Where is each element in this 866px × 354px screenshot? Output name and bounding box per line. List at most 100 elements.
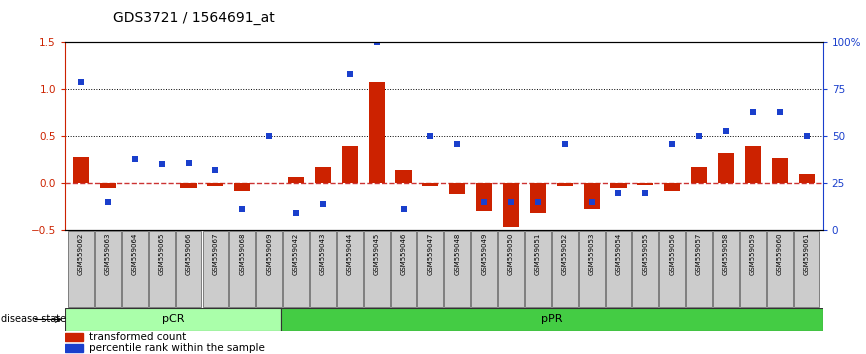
FancyBboxPatch shape	[122, 231, 148, 307]
Point	[772, 109, 786, 115]
FancyBboxPatch shape	[632, 231, 658, 307]
Text: GSM559069: GSM559069	[266, 233, 272, 275]
Bar	[449, 183, 465, 194]
Text: GSM559048: GSM559048	[455, 233, 460, 275]
Text: GSM559055: GSM559055	[643, 233, 649, 275]
FancyBboxPatch shape	[605, 231, 631, 307]
FancyBboxPatch shape	[283, 231, 309, 307]
Bar	[745, 146, 761, 183]
Bar	[207, 183, 223, 186]
Point	[370, 40, 384, 45]
FancyBboxPatch shape	[229, 231, 255, 307]
Text: pPR: pPR	[541, 314, 563, 325]
Text: GSM559049: GSM559049	[481, 233, 488, 275]
FancyBboxPatch shape	[525, 231, 551, 307]
FancyBboxPatch shape	[337, 231, 363, 307]
Bar	[65, 333, 83, 341]
FancyBboxPatch shape	[659, 231, 685, 307]
Text: GSM559063: GSM559063	[105, 233, 111, 275]
Text: GSM559043: GSM559043	[320, 233, 326, 275]
Point	[289, 210, 303, 216]
Text: GSM559059: GSM559059	[750, 233, 756, 275]
Bar	[503, 183, 519, 227]
Point	[316, 201, 330, 207]
Text: GSM559056: GSM559056	[669, 233, 675, 275]
Point	[101, 199, 115, 205]
FancyBboxPatch shape	[256, 231, 282, 307]
Bar	[234, 183, 250, 191]
Bar	[637, 183, 654, 185]
FancyBboxPatch shape	[766, 231, 792, 307]
Point	[585, 199, 598, 205]
Bar	[396, 170, 411, 183]
Bar	[369, 82, 385, 183]
Point	[182, 160, 196, 165]
Point	[236, 207, 249, 212]
Bar	[476, 183, 492, 211]
Bar	[611, 183, 626, 188]
Text: transformed count: transformed count	[89, 332, 186, 342]
Text: percentile rank within the sample: percentile rank within the sample	[89, 343, 265, 353]
Point	[74, 79, 88, 85]
FancyBboxPatch shape	[391, 231, 417, 307]
Text: GSM559062: GSM559062	[78, 233, 84, 275]
FancyBboxPatch shape	[578, 231, 604, 307]
Point	[450, 141, 464, 147]
Bar	[530, 183, 546, 213]
Text: GSM559046: GSM559046	[400, 233, 406, 275]
Text: disease state: disease state	[1, 314, 66, 325]
Point	[343, 72, 357, 77]
Text: GSM559047: GSM559047	[428, 233, 433, 275]
Text: GSM559065: GSM559065	[158, 233, 165, 275]
Bar	[288, 177, 304, 183]
Text: GSM559057: GSM559057	[696, 233, 702, 275]
Point	[423, 133, 437, 139]
FancyBboxPatch shape	[471, 231, 497, 307]
Text: GSM559051: GSM559051	[535, 233, 541, 275]
FancyBboxPatch shape	[149, 231, 175, 307]
FancyBboxPatch shape	[498, 231, 524, 307]
FancyBboxPatch shape	[713, 231, 739, 307]
Point	[611, 190, 625, 195]
Text: GSM559067: GSM559067	[212, 233, 218, 275]
FancyBboxPatch shape	[176, 231, 202, 307]
Bar	[423, 183, 438, 186]
Bar	[798, 174, 815, 183]
FancyBboxPatch shape	[740, 231, 766, 307]
Point	[746, 109, 759, 115]
Point	[504, 199, 518, 205]
Point	[799, 133, 813, 139]
Point	[638, 190, 652, 195]
FancyBboxPatch shape	[686, 231, 712, 307]
Point	[558, 141, 572, 147]
Text: GSM559052: GSM559052	[562, 233, 568, 275]
FancyBboxPatch shape	[68, 231, 94, 307]
Text: GSM559061: GSM559061	[804, 233, 810, 275]
Bar	[65, 308, 281, 331]
Text: GSM559042: GSM559042	[293, 233, 299, 275]
Bar	[557, 183, 572, 186]
Text: GSM559045: GSM559045	[373, 233, 379, 275]
Text: pCR: pCR	[162, 314, 184, 325]
Point	[209, 167, 223, 173]
FancyBboxPatch shape	[552, 231, 578, 307]
Bar	[281, 308, 823, 331]
Bar	[718, 153, 734, 183]
Bar	[664, 183, 681, 191]
Bar	[342, 146, 358, 183]
Point	[531, 199, 545, 205]
FancyBboxPatch shape	[444, 231, 470, 307]
Bar	[73, 157, 89, 183]
Point	[692, 133, 706, 139]
FancyBboxPatch shape	[310, 231, 336, 307]
Point	[719, 128, 733, 133]
Text: GSM559050: GSM559050	[508, 233, 514, 275]
Text: GSM559068: GSM559068	[239, 233, 245, 275]
FancyBboxPatch shape	[364, 231, 390, 307]
FancyBboxPatch shape	[793, 231, 819, 307]
Text: GSM559060: GSM559060	[777, 233, 783, 275]
FancyBboxPatch shape	[95, 231, 121, 307]
Bar	[772, 158, 788, 183]
Text: GSM559058: GSM559058	[723, 233, 729, 275]
Text: GDS3721 / 1564691_at: GDS3721 / 1564691_at	[113, 11, 275, 25]
